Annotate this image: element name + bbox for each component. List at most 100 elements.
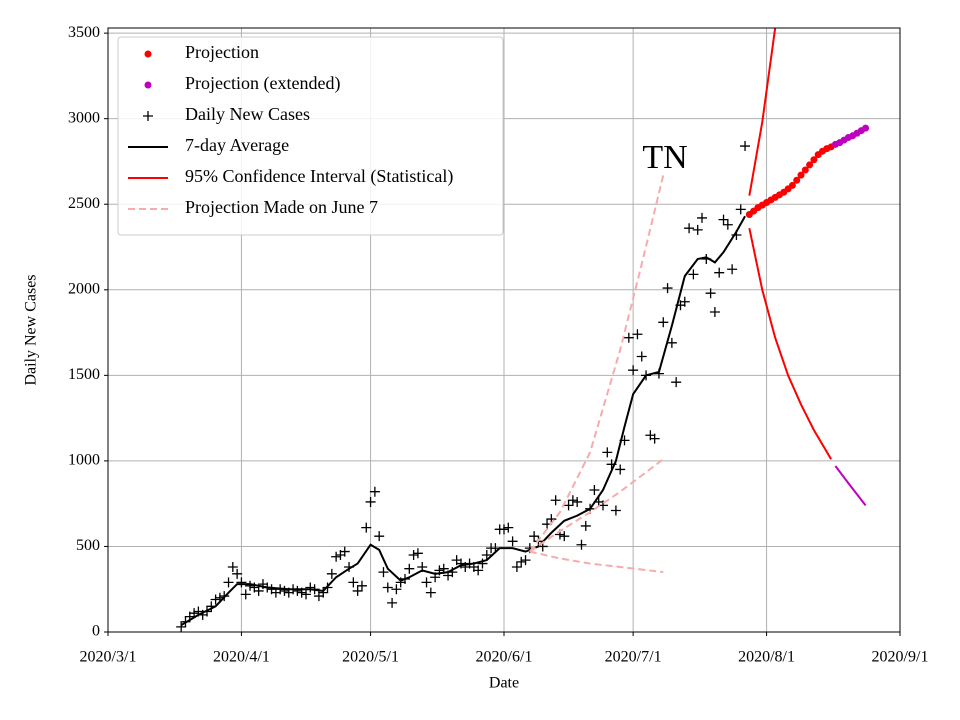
projection-dot [797,171,805,179]
case-marker [232,568,243,579]
x-tick-label: 2020/7/1 [605,649,662,666]
case-marker [404,563,415,574]
y-axis-label: Daily New Cases [23,274,40,385]
case-marker [477,558,488,569]
case-marker [688,269,699,280]
case-marker [227,561,238,572]
case-marker [253,585,264,596]
case-marker [245,580,256,591]
case-marker [610,505,621,516]
projection-dot [862,124,870,132]
case-marker [529,531,540,542]
case-marker [520,555,531,566]
y-tick-label: 1000 [68,452,100,469]
case-marker [408,550,419,561]
case-marker [176,621,187,632]
case-marker [658,317,669,328]
legend-box [117,36,504,236]
case-marker [240,589,251,600]
case-marker [628,365,639,376]
projection-dot [806,161,814,169]
case-marker [331,551,342,562]
case-marker [580,520,591,531]
plot-area [176,28,870,632]
case-marker [236,577,247,588]
legend-label: Projection [185,42,259,62]
case-marker [727,264,738,275]
case-marker [511,561,522,572]
case-marker [356,580,367,591]
case-marker [425,587,436,598]
legend-label: 7-day Average [185,135,289,155]
case-marker [369,486,380,497]
case-marker [382,582,393,593]
case-marker [318,587,329,598]
case-marker [740,141,751,152]
y-tick-label: 0 [92,623,100,640]
line [180,215,746,627]
case-marker [649,433,660,444]
legend-symbol [143,111,153,121]
case-marker [692,224,703,235]
case-marker [412,548,423,559]
legend: Projection Projection (extended) Daily New… [117,36,504,236]
dashed-line [529,550,664,574]
x-tick-label: 2020/6/1 [476,649,533,666]
case-marker [378,567,389,578]
y-tick-label: 1500 [68,366,100,383]
case-marker [722,219,733,230]
y-tick-label: 2000 [68,280,100,297]
case-marker [326,568,337,579]
case-marker [632,329,643,340]
legend-label: 95% Confidence Interval (Statistical) [185,166,453,187]
case-marker [623,332,634,343]
case-marker [636,351,647,362]
legend-symbol [144,81,152,89]
case-marker [391,584,402,595]
case-marker [615,464,626,475]
case-marker [705,288,716,299]
y-tick-label: 500 [76,537,100,554]
x-tick-label: 2020/5/1 [342,649,399,666]
case-marker [279,585,290,596]
case-marker [352,585,363,596]
case-marker [666,337,677,348]
x-tick-label: 2020/3/1 [80,649,137,666]
x-tick-label: 2020/8/1 [738,649,795,666]
annotation: TN [642,139,687,176]
case-marker [563,500,574,511]
case-marker [339,546,350,557]
x-tick-label: 2020/4/1 [213,649,270,666]
projection-dot [810,156,818,164]
dashed-line [529,458,664,553]
case-marker [473,565,484,576]
case-marker [421,577,432,588]
case-marker [735,204,746,215]
case-marker [292,585,303,596]
case-marker [348,577,359,588]
case-marker [387,597,398,608]
projection-dot [793,176,801,184]
case-marker [305,582,316,593]
legend-label: Daily New Cases [185,104,310,124]
case-marker [499,524,509,535]
case-marker [718,214,729,225]
case-marker [210,594,221,605]
case-marker [361,522,372,533]
line [748,227,832,460]
case-marker [572,496,583,507]
case-marker [503,522,514,533]
line [834,465,867,506]
case-marker [374,531,385,542]
line [748,28,777,196]
legend-symbol [144,50,152,58]
y-tick-label: 3000 [68,109,100,126]
case-marker [576,539,587,550]
case-marker [662,283,673,294]
case-marker [507,536,518,547]
legend-label: Projection (extended) [185,73,340,94]
case-marker [550,495,561,506]
case-marker [684,223,695,234]
